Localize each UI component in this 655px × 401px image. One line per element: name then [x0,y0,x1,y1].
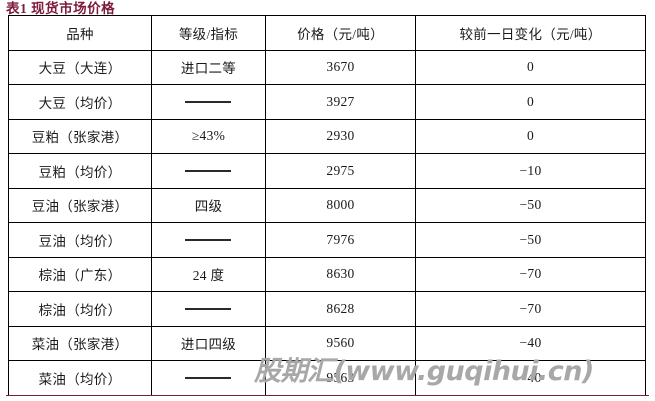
table-row: 菜油（均价）——9563−40 [8,360,646,396]
table-row: 豆油（均价）——7976−50 [8,222,646,258]
bottom-divider [6,395,649,396]
table-row: 棕油（广东） 24 度 8630 −70 [8,256,646,292]
cell-price: 8628 [265,291,416,327]
cell-change: −40 [415,360,646,396]
cell-change: −50 [415,222,646,258]
cell-grade: 进口二等 [151,49,266,85]
spot-price-table: 品种 等级/指标 价格（元/吨） 较前一日变化（元/吨） 大豆（大连） 进口二等 3… [8,15,646,396]
cell-grade: —— [151,222,266,258]
table-row: 豆油（张家港） 四级 8000 −50 [8,187,646,223]
cell-price: 8000 [265,187,416,223]
table-row: 豆粕（均价）——2975−10 [8,153,646,189]
cell-grade: ≥43% [151,118,266,154]
cell-grade: —— [151,291,266,327]
table-header: 品种 等级/指标 价格（元/吨） 较前一日变化（元/吨） [8,15,646,51]
table-body: 大豆（大连）进口二等36700大豆（均价）——39270豆粕（张家港）≥43%2… [8,49,646,396]
cell-change: 0 [415,118,646,154]
table-row: 大豆（大连） 进口二等 3670 0 [8,49,646,85]
cell-price: 2930 [265,118,416,154]
column-header-change: 较前一日变化（元/吨） [415,15,646,51]
grade-dash-icon [185,169,232,172]
cell-change: 0 [415,84,646,120]
column-header-price: 价格（元/吨） [265,15,416,51]
cell-price: 7976 [265,222,416,258]
cell-variety: 豆粕（均价） [8,153,152,189]
cell-change: −70 [415,256,646,292]
cell-price: 8630 [265,256,416,292]
cell-variety: 菜油（张家港） [8,325,152,361]
cell-change: −10 [415,153,646,189]
cell-variety: 棕油（均价） [8,291,152,327]
cell-change: −50 [415,187,646,223]
table-row: 豆粕（张家港） ≥43% 2930 0 [8,118,646,154]
column-header-grade: 等级/指标 [151,15,266,51]
cell-price: 3670 [265,49,416,85]
cell-price: 3927 [265,84,416,120]
cell-variety: 豆油（均价） [8,222,152,258]
cell-change: 0 [415,49,646,85]
grade-dash-icon [185,238,232,241]
cell-variety: 大豆（均价） [8,84,152,120]
cell-price: 9560 [265,325,416,361]
header-row: 品种 等级/指标 价格（元/吨） 较前一日变化（元/吨） [8,15,646,51]
cell-change: −70 [415,291,646,327]
cell-grade: 四级 [151,187,266,223]
cell-variety: 大豆（大连） [8,49,152,85]
column-header-variety: 品种 [8,15,152,51]
table-row: 棕油（均价）——8628−70 [8,291,646,327]
cell-grade: —— [151,84,266,120]
grade-dash-icon [185,376,232,379]
cell-variety: 棕油（广东） [8,256,152,292]
cell-variety: 菜油（均价） [8,360,152,396]
cell-variety: 豆油（张家港） [8,187,152,223]
cell-price: 2975 [265,153,416,189]
grade-dash-icon [185,100,232,103]
cell-price: 9563 [265,360,416,396]
table-row: 菜油（张家港） 进口四级 9560 −40 [8,325,646,361]
cell-variety: 豆粕（张家港） [8,118,152,154]
cell-grade: 进口四级 [151,325,266,361]
cell-grade: —— [151,360,266,396]
cell-grade: 24 度 [151,256,266,292]
grade-dash-icon [185,307,232,310]
cell-grade: —— [151,153,266,189]
page-title: 表1 现货市场价格 [6,1,116,16]
cell-change: −40 [415,325,646,361]
